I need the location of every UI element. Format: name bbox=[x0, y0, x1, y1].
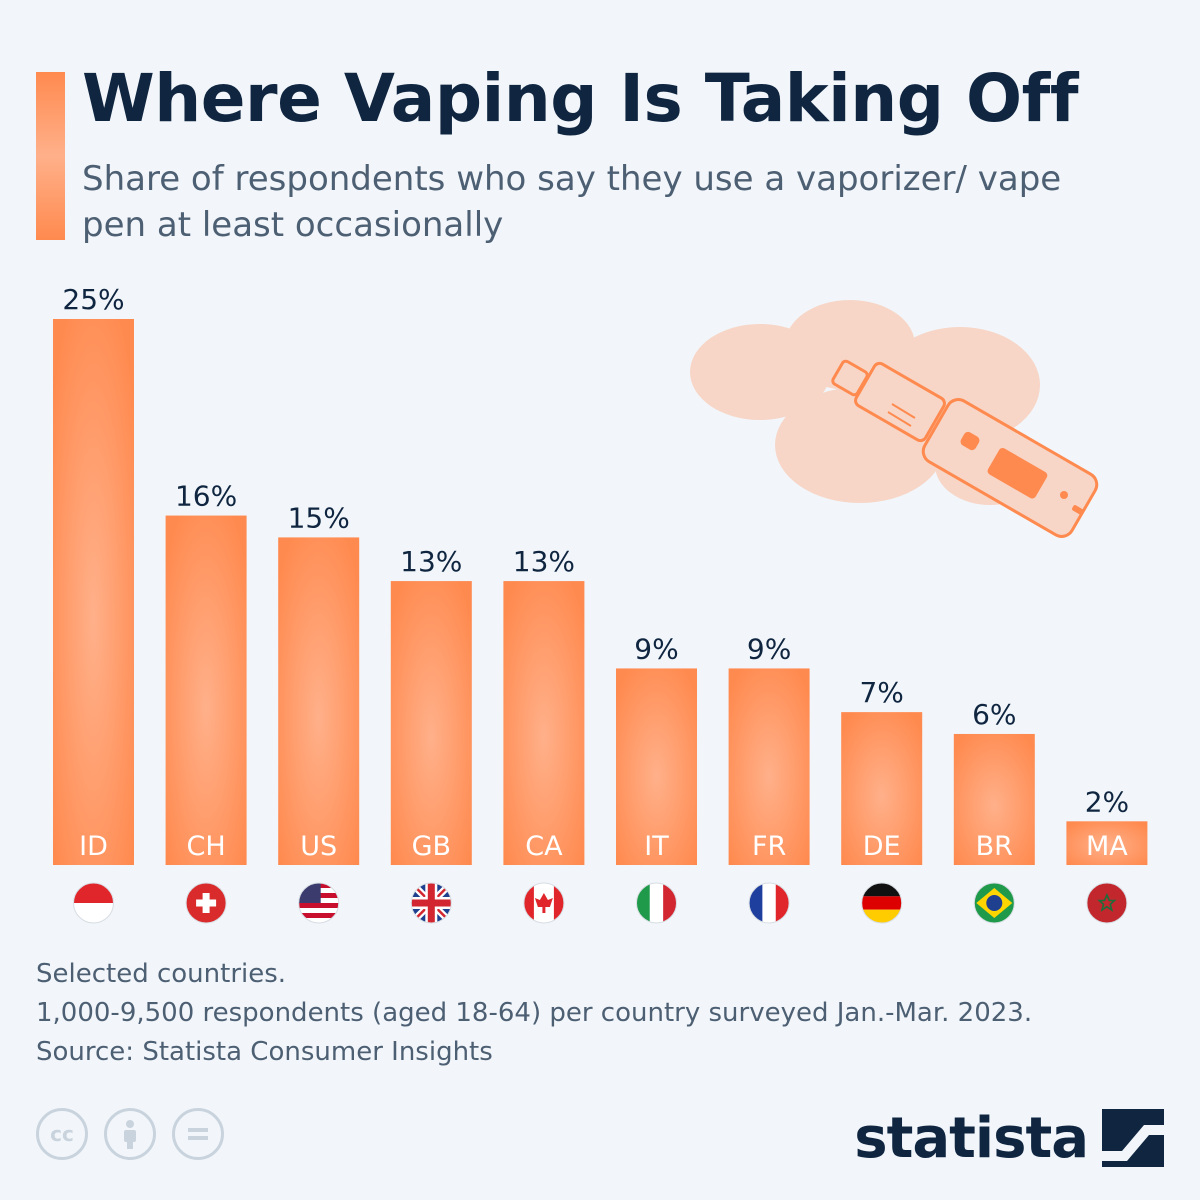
indonesia-flag-icon bbox=[73, 882, 114, 924]
switzerland-flag-icon bbox=[185, 882, 227, 924]
value-label-fr: 9% bbox=[747, 632, 791, 665]
category-label-id: ID bbox=[79, 831, 108, 862]
bar-ch bbox=[165, 515, 247, 865]
brand-name: statista bbox=[854, 1105, 1089, 1171]
bar-br bbox=[953, 733, 1035, 865]
france-flag-icon bbox=[748, 882, 790, 924]
category-label-gb: GB bbox=[412, 831, 451, 862]
value-label-it: 9% bbox=[634, 632, 678, 665]
cc-icon[interactable]: cc bbox=[36, 1108, 88, 1160]
category-label-ma: MA bbox=[1086, 831, 1128, 862]
bar-de bbox=[841, 712, 923, 865]
bar-gb bbox=[390, 581, 472, 865]
license-icons: cc bbox=[36, 1108, 224, 1164]
value-label-ma: 2% bbox=[1085, 785, 1129, 818]
uk-flag-icon bbox=[410, 882, 452, 924]
value-label-ch: 16% bbox=[175, 480, 237, 513]
italy-flag-icon bbox=[636, 882, 677, 924]
bar-ma bbox=[1066, 821, 1148, 865]
value-label-id: 25% bbox=[62, 283, 124, 316]
vape-pen-icon bbox=[831, 359, 1099, 538]
footer-source: Source: Statista Consumer Insights bbox=[36, 1037, 493, 1067]
statista-logo[interactable]: statista bbox=[854, 1098, 1164, 1178]
page-title: Where Vaping Is Taking Off bbox=[82, 60, 1079, 137]
title-accent-bar bbox=[36, 72, 65, 240]
category-label-fr: FR bbox=[752, 831, 786, 862]
category-label-ch: CH bbox=[187, 831, 226, 862]
canada-flag-icon bbox=[523, 882, 565, 924]
footer-note-selection: Selected countries. bbox=[36, 959, 287, 989]
statista-logo-icon bbox=[1102, 1109, 1164, 1167]
footer-note-respondents: 1,000-9,500 respondents (aged 18-64) per… bbox=[36, 998, 1033, 1028]
value-label-de: 7% bbox=[859, 676, 903, 709]
value-label-gb: 13% bbox=[400, 545, 462, 578]
category-label-ca: CA bbox=[525, 831, 563, 862]
attribution-icon[interactable] bbox=[104, 1108, 156, 1160]
page-subtitle: Share of respondents who say they use a … bbox=[82, 159, 1062, 245]
vape-illustration bbox=[690, 300, 1099, 538]
brazil-flag-icon bbox=[973, 882, 1015, 924]
value-label-ca: 13% bbox=[513, 545, 575, 578]
bar-id bbox=[53, 319, 134, 865]
germany-flag-icon bbox=[861, 882, 903, 924]
bar-it bbox=[616, 668, 697, 865]
bar-us bbox=[278, 537, 360, 865]
category-label-it: IT bbox=[644, 831, 669, 862]
usa-flag-icon bbox=[298, 882, 340, 924]
value-label-br: 6% bbox=[972, 698, 1016, 731]
bar-ca bbox=[503, 581, 585, 865]
chart-footer: Selected countries. 1,000-9,500 responde… bbox=[36, 955, 1156, 1072]
category-label-br: BR bbox=[976, 831, 1013, 862]
value-label-us: 15% bbox=[288, 501, 350, 534]
no-derivatives-icon[interactable] bbox=[172, 1108, 224, 1160]
category-label-de: DE bbox=[863, 831, 901, 862]
category-label-us: US bbox=[300, 831, 337, 862]
bar-fr bbox=[728, 668, 810, 865]
morocco-flag-icon bbox=[1086, 882, 1128, 924]
